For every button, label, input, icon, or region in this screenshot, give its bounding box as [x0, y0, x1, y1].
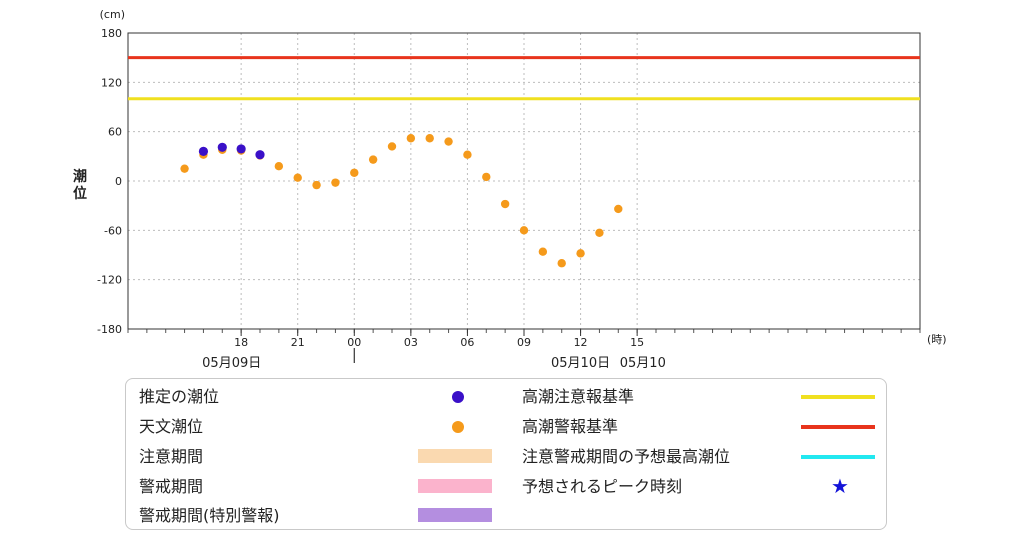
x-tick-label: 15: [630, 336, 644, 349]
x-tick-label: 03: [404, 336, 418, 349]
x-tick-label: 12: [574, 336, 588, 349]
legend-caution-period-swatch: [418, 449, 492, 463]
estimated-point: [198, 146, 209, 156]
y-tick-label: 120: [101, 76, 122, 89]
y-tick-label: 60: [108, 126, 122, 139]
y-tick-label: 180: [101, 27, 122, 40]
y-unit-label: (cm): [100, 8, 125, 21]
legend-warning-period-label: 警戒期間: [139, 477, 204, 496]
y-tick-label: -60: [104, 224, 122, 237]
legend-estimated-dot: [452, 391, 464, 403]
legend-warning-standard-line: [801, 425, 875, 429]
y-axis-label: 位: [73, 185, 87, 202]
legend-astronomical-dot: [452, 421, 464, 433]
astronomical-point: [350, 168, 359, 177]
astronomical-point: [293, 173, 302, 182]
astronomical-point: [463, 150, 472, 159]
x-unit-label: (時): [927, 333, 947, 346]
estimated-point: [255, 150, 265, 160]
x-tick-label: 18: [234, 336, 248, 349]
legend-special-warning-period-swatch: [418, 508, 492, 522]
legend-astronomical-label: 天文潮位: [139, 417, 204, 436]
astronomical-point: [331, 178, 340, 187]
plot-frame: [127, 32, 921, 330]
legend-special-warning-period-label: 警戒期間(特別警報): [139, 506, 280, 525]
y-axis-label: 潮: [73, 168, 87, 185]
y-tick-label: 0: [115, 175, 122, 188]
date-label: 05月10日: [551, 356, 610, 371]
y-tick-label: -120: [97, 274, 122, 287]
astronomical-point: [614, 204, 623, 214]
date-label: 05月10: [620, 356, 666, 371]
astronomical-point: [500, 199, 510, 209]
legend-warning-period-swatch: [418, 479, 492, 493]
astronomical-point: [444, 137, 453, 146]
astronomical-point: [538, 247, 548, 256]
astronomical-point: [387, 142, 397, 151]
legend-estimated-label: 推定の潮位: [139, 387, 220, 406]
date-label: 05月09日: [202, 356, 261, 371]
astronomical-point: [274, 162, 284, 171]
astronomical-point: [576, 249, 585, 258]
astronomical-point: [519, 226, 529, 235]
x-tick-label: 21: [291, 336, 305, 349]
astronomical-point: [425, 134, 434, 143]
astronomical-point: [595, 228, 604, 237]
astronomical-point: [312, 180, 321, 190]
legend-caution-period-label: 注意期間: [139, 447, 204, 466]
estimated-point: [236, 144, 246, 154]
astronomical-point: [557, 259, 566, 268]
astronomical-point: [180, 164, 189, 173]
tide-chart: 180 120 60 0 -60 -120 -180 18 21 00 03 06 09 12 15 (cm)…: [73, 8, 947, 371]
legend-peak-time-label: 予想されるピーク時刻: [522, 477, 683, 496]
legend-advisory-standard-line: [801, 395, 875, 399]
legend-predicted-max-line: [801, 455, 875, 459]
legend-predicted-max-label: 注意警戒期間の予想最高潮位: [522, 447, 731, 466]
astronomical-point: [368, 155, 378, 164]
estimated-point: [217, 142, 227, 152]
x-tick-label: 00: [347, 336, 361, 349]
x-tick-label: 06: [460, 336, 474, 349]
star-icon: ★: [831, 474, 849, 498]
y-tick-label: -180: [97, 323, 122, 336]
astronomical-point: [406, 134, 416, 143]
legend-warning-standard-label: 高潮警報基準: [522, 417, 619, 436]
legend: 推定の潮位 天文潮位 注意期間 警戒期間 警戒期間(特別警報) 高潮注意報基準 …: [125, 378, 887, 530]
astronomical-point: [482, 172, 491, 182]
x-tick-label: 09: [517, 336, 531, 349]
legend-advisory-standard-label: 高潮注意報基準: [522, 387, 635, 406]
